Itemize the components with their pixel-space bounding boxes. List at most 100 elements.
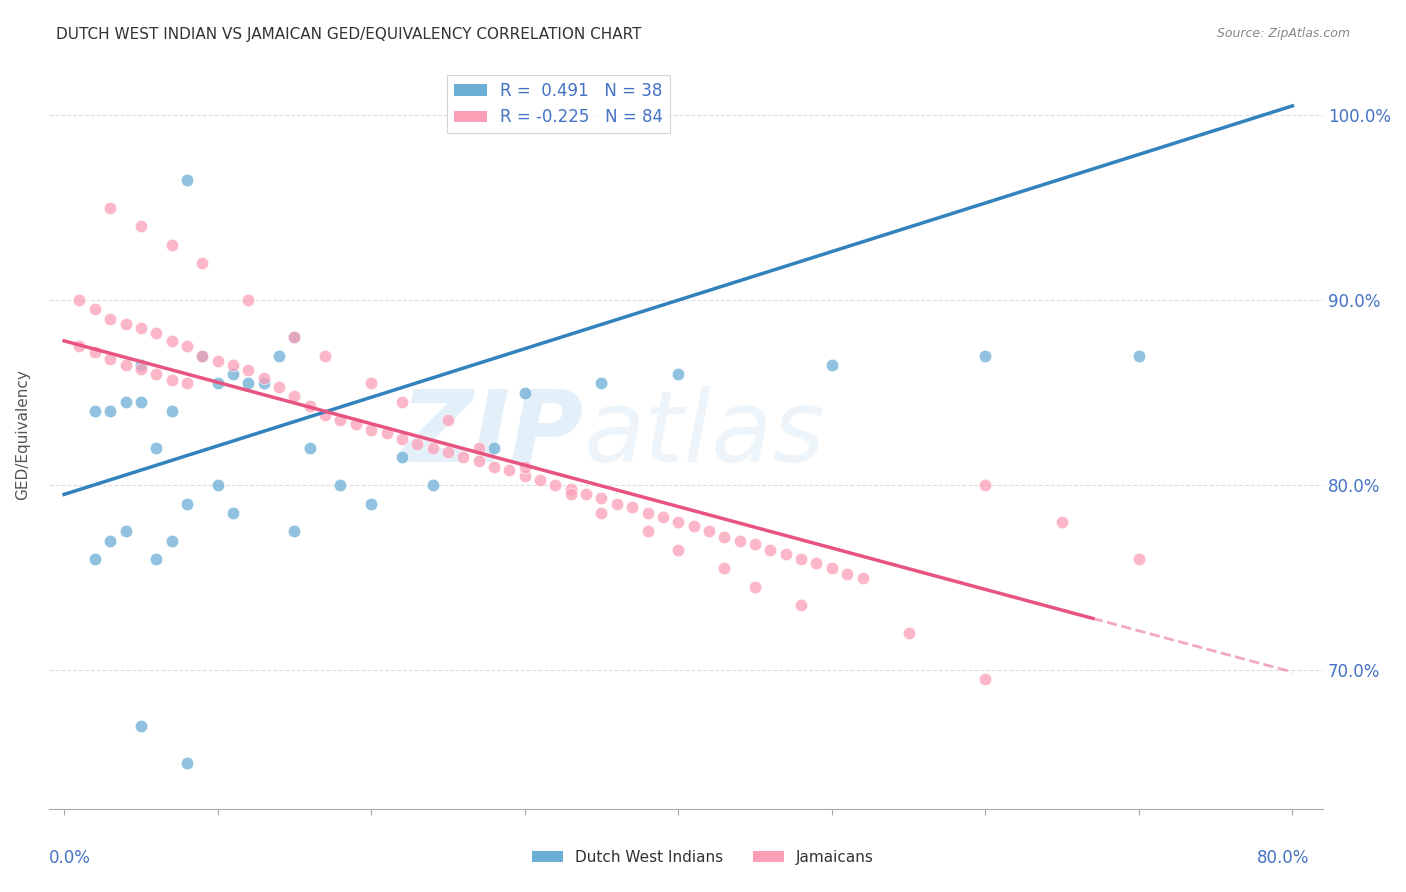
Point [790, 599, 813, 613]
Point [267, 380, 290, 394]
Point [329, 478, 352, 492]
Point [222, 367, 245, 381]
Point [1128, 552, 1150, 566]
Point [344, 417, 367, 431]
Point [467, 454, 489, 468]
Point [176, 173, 198, 187]
Point [222, 506, 245, 520]
Y-axis label: GED/Equivalency: GED/Equivalency [15, 369, 30, 500]
Point [513, 385, 536, 400]
Point [544, 478, 567, 492]
Point [575, 487, 598, 501]
Point [437, 445, 460, 459]
Point [238, 363, 260, 377]
Point [666, 367, 689, 381]
Point [176, 497, 198, 511]
Point [591, 506, 613, 520]
Point [160, 404, 183, 418]
Point [637, 524, 659, 539]
Point [160, 334, 183, 348]
Point [298, 441, 321, 455]
Point [145, 367, 167, 381]
Point [129, 358, 152, 372]
Point [69, 293, 91, 307]
Point [238, 376, 260, 391]
Point [759, 543, 782, 558]
Point [453, 450, 475, 465]
Point [606, 497, 628, 511]
Point [283, 330, 305, 344]
Text: DUTCH WEST INDIAN VS JAMAICAN GED/EQUIVALENCY CORRELATION CHART: DUTCH WEST INDIAN VS JAMAICAN GED/EQUIVA… [56, 27, 641, 42]
Point [207, 354, 229, 368]
Point [129, 361, 152, 376]
Point [744, 537, 766, 551]
Point [114, 358, 136, 372]
Point [851, 571, 873, 585]
Point [422, 441, 444, 455]
Point [560, 482, 582, 496]
Point [775, 547, 797, 561]
Point [176, 376, 198, 391]
Point [728, 533, 751, 548]
Point [191, 349, 214, 363]
Point [283, 389, 305, 403]
Point [422, 478, 444, 492]
Text: atlas: atlas [583, 386, 825, 483]
Point [298, 399, 321, 413]
Text: 80.0%: 80.0% [1257, 849, 1309, 867]
Point [682, 519, 704, 533]
Point [176, 339, 198, 353]
Point [621, 500, 644, 515]
Point [267, 349, 290, 363]
Point [529, 473, 551, 487]
Point [160, 237, 183, 252]
Text: Source: ZipAtlas.com: Source: ZipAtlas.com [1216, 27, 1350, 40]
Point [391, 395, 413, 409]
Point [191, 349, 214, 363]
Legend: Dutch West Indians, Jamaicans: Dutch West Indians, Jamaicans [526, 844, 880, 871]
Point [713, 561, 735, 575]
Point [974, 478, 997, 492]
Point [283, 330, 305, 344]
Point [207, 376, 229, 391]
Point [360, 497, 382, 511]
Point [145, 552, 167, 566]
Point [129, 219, 152, 234]
Point [406, 437, 429, 451]
Point [314, 408, 336, 422]
Point [83, 404, 105, 418]
Point [283, 524, 305, 539]
Point [98, 533, 121, 548]
Point [114, 317, 136, 331]
Point [114, 524, 136, 539]
Point [666, 543, 689, 558]
Point [253, 371, 276, 385]
Point [83, 302, 105, 317]
Text: ZIP: ZIP [401, 386, 583, 483]
Point [98, 311, 121, 326]
Point [360, 423, 382, 437]
Point [1128, 349, 1150, 363]
Point [129, 719, 152, 733]
Point [391, 450, 413, 465]
Point [974, 673, 997, 687]
Point [129, 395, 152, 409]
Point [145, 326, 167, 341]
Point [974, 349, 997, 363]
Point [314, 349, 336, 363]
Point [83, 345, 105, 359]
Point [437, 413, 460, 427]
Point [69, 339, 91, 353]
Point [591, 491, 613, 505]
Point [129, 321, 152, 335]
Point [637, 506, 659, 520]
Point [713, 530, 735, 544]
Point [651, 509, 673, 524]
Point [513, 459, 536, 474]
Point [98, 201, 121, 215]
Point [191, 256, 214, 270]
Point [222, 358, 245, 372]
Point [591, 376, 613, 391]
Point [176, 756, 198, 770]
Point [238, 293, 260, 307]
